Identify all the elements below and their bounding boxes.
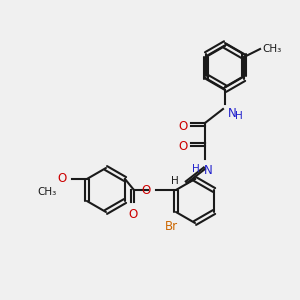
Text: O: O (142, 184, 151, 196)
Text: CH₃: CH₃ (38, 187, 57, 197)
Text: H: H (235, 111, 243, 121)
Text: H: H (192, 164, 200, 174)
Text: O: O (58, 172, 67, 185)
Text: CH₃: CH₃ (262, 44, 281, 54)
Text: N: N (228, 107, 237, 120)
Text: N: N (204, 164, 213, 177)
Text: O: O (128, 208, 138, 221)
Text: Br: Br (164, 220, 178, 233)
Text: O: O (178, 140, 188, 152)
Text: O: O (178, 119, 188, 133)
Text: H: H (171, 176, 179, 186)
